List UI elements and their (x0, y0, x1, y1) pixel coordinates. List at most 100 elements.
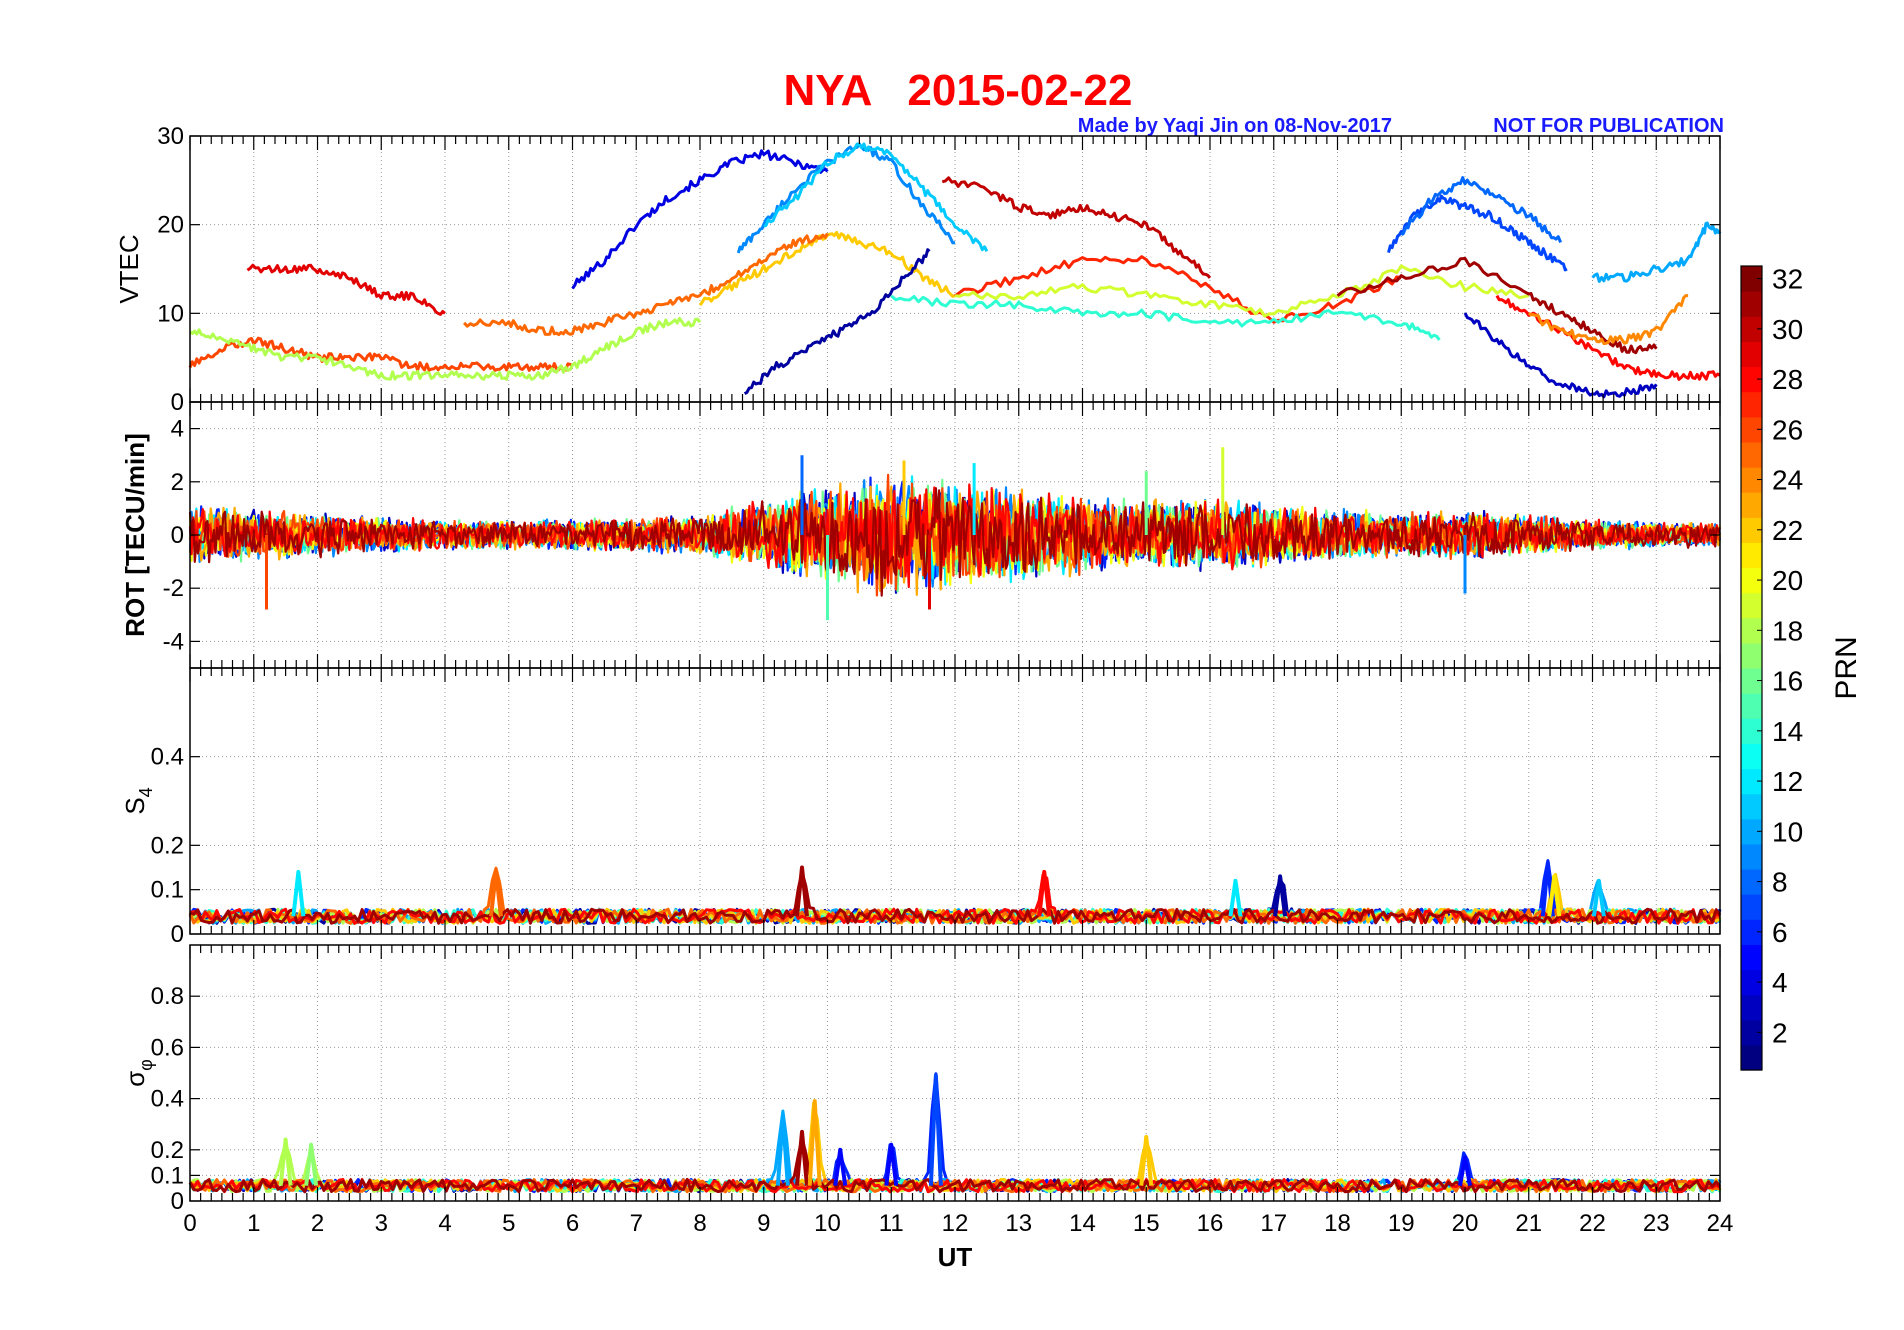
vtec-series-prn-19 (954, 264, 1530, 318)
colorbar-tick-label: 28 (1772, 364, 1803, 395)
sigphi-peak (884, 1142, 899, 1186)
x-tick-label: 9 (757, 1210, 770, 1237)
colorbar-tick-label: 16 (1772, 666, 1803, 697)
rot-y-tick-label: 4 (171, 416, 184, 443)
colorbar-segment (1741, 843, 1762, 870)
sigphi-grid (190, 945, 1720, 1201)
s4-peak (795, 865, 809, 917)
panel-s4: 0 0.1 0.2 0.4 S4 (120, 667, 1722, 948)
x-tick-label: 10 (814, 1210, 841, 1237)
colorbar-tick-label: 20 (1772, 565, 1803, 596)
x-tick-label: 18 (1324, 1210, 1351, 1237)
colorbar-segment (1741, 818, 1762, 845)
s4-series-prn-28 (189, 873, 1721, 925)
x-tick-label: 23 (1643, 1210, 1670, 1237)
x-tick-label: 14 (1069, 1210, 1096, 1237)
x-tick-label: 8 (693, 1210, 706, 1237)
colorbar-segment (1741, 341, 1762, 368)
x-tick-label: 4 (438, 1210, 451, 1237)
colorbar-segment (1741, 668, 1762, 694)
colorbar-segment (1741, 391, 1762, 418)
colorbar-segment (1741, 768, 1762, 795)
vtec-series-prn-10 (1591, 221, 1722, 283)
colorbar-segment (1741, 642, 1762, 669)
colorbar-segment (1741, 542, 1762, 569)
s4-grid (190, 668, 1720, 934)
colorbar-tick-label: 26 (1772, 414, 1803, 445)
vtec-series-prn-29 (246, 263, 446, 316)
x-tick-label: 7 (630, 1210, 643, 1237)
x-tick-label: 5 (502, 1210, 515, 1237)
s4-peak (1591, 878, 1606, 917)
colorbar-segment (1741, 567, 1762, 594)
vtec-y-tick-label: 30 (157, 123, 184, 150)
rot-data (188, 447, 1722, 621)
colorbar-segment (1741, 617, 1762, 644)
vtec-series-prn-30 (941, 176, 1212, 279)
vtec-series-prn-11 (763, 142, 989, 252)
vtec-series-prn-26 (188, 336, 574, 372)
notice-text: NOT FOR PUBLICATION (1493, 115, 1724, 137)
colorbar-segment (1741, 969, 1762, 996)
x-axis-label: UT (938, 1242, 973, 1272)
s4-y-tick-label: 0.1 (151, 877, 184, 904)
x-tick-label: 11 (879, 1210, 904, 1237)
rot-series-prn-31 (188, 487, 1722, 597)
sigphi-peak (304, 1142, 319, 1186)
sigphi-peak (278, 1137, 293, 1186)
x-tick-label: 17 (1260, 1210, 1287, 1237)
s4-peak (291, 869, 306, 917)
colorbar-tick-label: 18 (1772, 615, 1803, 646)
colorbar-tick-label: 14 (1772, 716, 1803, 747)
colorbar-tick-label: 6 (1772, 917, 1788, 948)
colorbar-tick-label: 30 (1772, 314, 1803, 345)
sigphi-peak (775, 1114, 790, 1186)
rot-y-tick-label: 0 (171, 522, 184, 549)
s4-y-tick-label: 0 (171, 921, 184, 948)
vtec-series-prn-4 (571, 149, 829, 290)
colorbar-segment (1741, 793, 1762, 820)
x-tick-label: 15 (1133, 1210, 1160, 1237)
s4-peak (1228, 878, 1243, 917)
sigphi-peak (807, 1099, 822, 1186)
vtec-y-label: VTEC (114, 234, 144, 303)
colorbar-segment (1741, 743, 1762, 770)
colorbar-segment (1741, 441, 1762, 468)
vtec-data (188, 142, 1722, 399)
sigphi-y-tick-label: 0.8 (151, 983, 184, 1010)
vtec-series-prn-31 (1336, 256, 1658, 355)
s4-peak (489, 869, 503, 917)
s4-y-tick-label: 0.2 (151, 832, 184, 859)
vtec-series-prn-7 (1387, 194, 1568, 272)
colorbar-segment (1741, 291, 1762, 317)
rot-y-tick-label: -4 (163, 628, 184, 655)
colorbar-tick-label: 8 (1772, 867, 1788, 898)
rot-series-prn-12 (189, 475, 1722, 588)
sigphi-y-tick-label: 0.1 (151, 1162, 184, 1189)
colorbar-segment (1741, 492, 1762, 518)
colorbar-segment (1741, 894, 1762, 920)
panel-rot: -4 -2 0 2 4 ROT [TECU/min] (120, 401, 1722, 669)
x-tick-label: 22 (1579, 1210, 1606, 1237)
vtec-series-prn-3 (1463, 312, 1658, 399)
rot-x-ticks (189, 402, 1721, 668)
colorbar-label: PRN (1830, 636, 1863, 699)
colorbar-segment (1741, 592, 1762, 619)
sigphi-y-label: σφ (120, 1059, 156, 1087)
colorbar-segment (1741, 944, 1762, 971)
panel-vtec: 0 10 20 30 VTEC (114, 123, 1722, 416)
vtec-series-prn-18 (189, 316, 702, 381)
colorbar-tick-label: 4 (1772, 967, 1788, 998)
colorbar-tick-label: 12 (1772, 766, 1803, 797)
credit-text: Made by Yaqi Jin on 08-Nov-2017 (1078, 115, 1392, 137)
x-tick-label: 24 (1707, 1210, 1734, 1237)
colorbar-segment (1741, 1044, 1762, 1071)
x-tick-label: 19 (1388, 1210, 1415, 1237)
s4-peak (1547, 874, 1562, 917)
colorbar-segment (1741, 467, 1762, 493)
sigphi-x-ticks (189, 945, 1721, 1201)
vtec-series-prn-25 (463, 232, 829, 337)
vtec-series-prn-8 (1400, 176, 1562, 243)
s4-peak (1273, 874, 1288, 917)
